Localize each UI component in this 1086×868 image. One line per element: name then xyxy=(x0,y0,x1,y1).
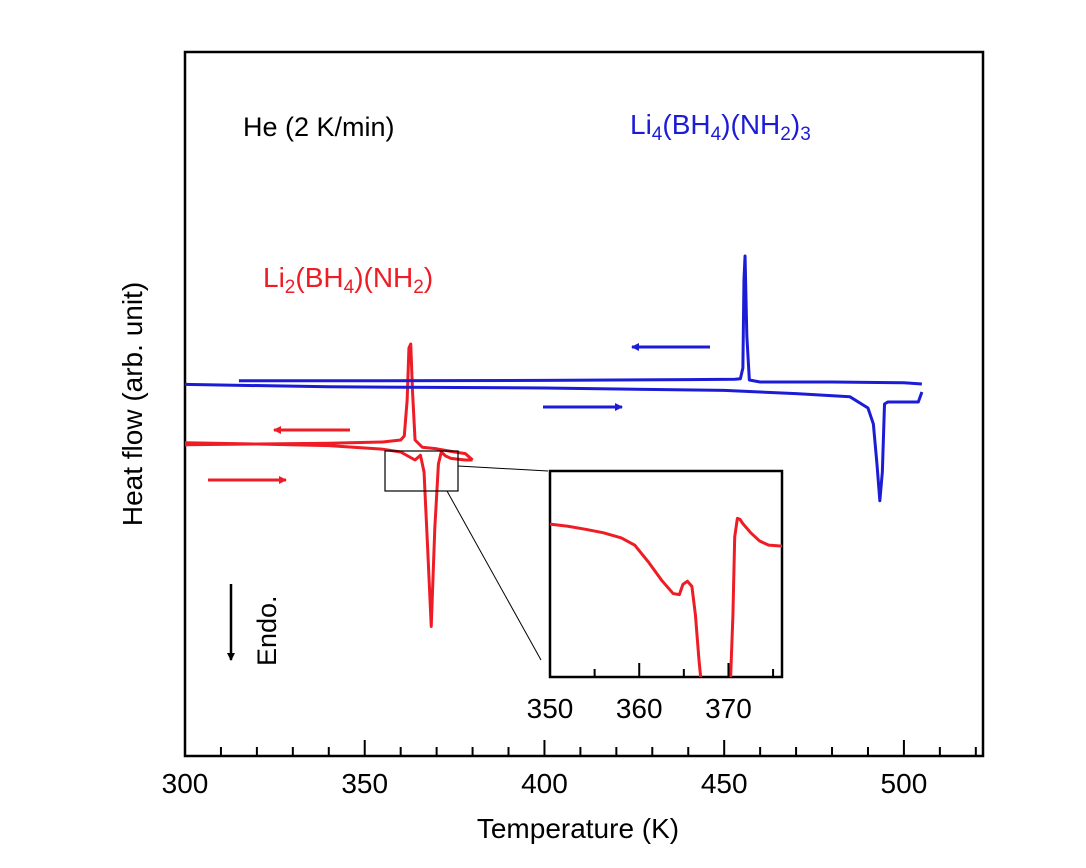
formula-text: Li xyxy=(263,262,285,293)
x-tick-label: 400 xyxy=(521,768,568,799)
main-series xyxy=(184,254,924,628)
series-line-1 xyxy=(184,441,473,628)
inset-series-line-2 xyxy=(729,516,782,677)
y-axis-label: Heat flow (arb. unit) xyxy=(117,282,148,526)
x-tick-label: 350 xyxy=(341,768,388,799)
plot-frame xyxy=(183,50,985,758)
inset-series xyxy=(550,516,782,677)
formula-subscript: 2 xyxy=(285,277,296,298)
x-tick-label: 500 xyxy=(881,768,928,799)
formula-subscript: 4 xyxy=(711,124,722,145)
inset-frame xyxy=(548,469,784,679)
formula-text: ) xyxy=(424,262,433,293)
formula-subscript: 4 xyxy=(652,124,663,145)
inset-series-line-1 xyxy=(550,522,703,677)
x-tick-label: 300 xyxy=(162,768,209,799)
series-line-4 xyxy=(238,254,922,386)
x-axis-label: Temperature (K) xyxy=(477,813,679,844)
formula-text: )(NH xyxy=(354,262,413,293)
inset-x-tick-label: 360 xyxy=(616,693,663,724)
formula-text: Li xyxy=(630,109,652,140)
series-label-li4: Li4(BH4)(NH2)3 xyxy=(630,109,811,145)
formula-subscript: 3 xyxy=(800,124,811,145)
zoom-region-box xyxy=(384,450,459,492)
inset-x-tick-label: 370 xyxy=(705,693,752,724)
series-line-2 xyxy=(184,342,474,462)
formula-subscript: 2 xyxy=(780,124,791,145)
formula-text: (BH xyxy=(662,109,710,140)
atmosphere-annotation: He (2 K/min) xyxy=(243,112,395,142)
inset-x-axis-ticks: 350 360 370 xyxy=(527,663,775,724)
x-axis-ticks: 300 350 400 450 500 xyxy=(162,740,977,799)
formula-subscript: 4 xyxy=(344,277,355,298)
inset-x-tick-label: 350 xyxy=(527,693,574,724)
zoom-connector-top xyxy=(457,465,549,472)
zoom-connector-bottom xyxy=(446,490,542,661)
x-tick-label: 450 xyxy=(701,768,748,799)
formula-text: ) xyxy=(791,109,800,140)
formula-text: (BH xyxy=(295,262,343,293)
series-label-li2: Li2(BH4)(NH2) xyxy=(263,262,433,298)
series-line-3 xyxy=(184,382,924,503)
endo-label: Endo. xyxy=(252,595,282,666)
formula-text: )(NH xyxy=(721,109,780,140)
formula-subscript: 2 xyxy=(413,277,424,298)
